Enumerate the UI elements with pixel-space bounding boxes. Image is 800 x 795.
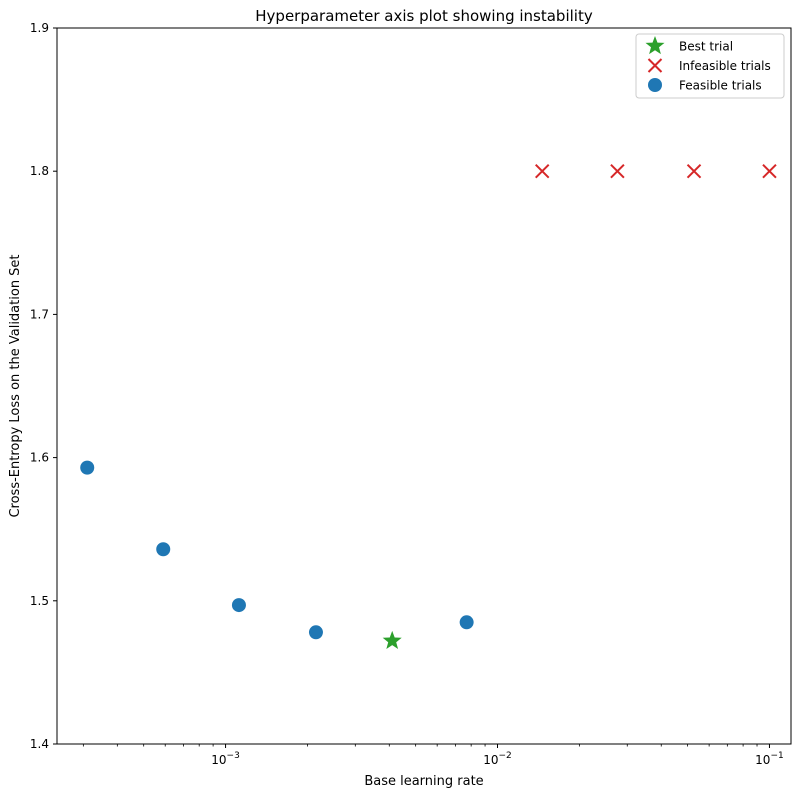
chart-title: Hyperparameter axis plot showing instabi… [255,7,593,25]
x-tick-label: 10−2 [483,751,512,767]
legend-feasible-trials-label: Feasible trials [679,79,762,93]
legend-infeasible-trials-label: Infeasible trials [679,59,771,73]
legend-box [635,33,785,99]
legend-best-trial-label: Best trial [679,40,733,54]
infeasible-trials-point [534,163,550,179]
y-tick-label: 1.6 [30,451,49,465]
legend-feasible-trials-marker [648,78,662,92]
y-tick-label: 1.4 [30,737,49,751]
y-tick-label: 1.7 [30,307,49,321]
y-axis-label: Cross-Entropy Loss on the Validation Set [8,254,23,517]
legend-infeasible-trials-marker [647,58,663,73]
infeasible-trials-point [686,163,702,179]
x-tick-label: 10−1 [755,751,784,767]
best-trial-point [382,630,402,649]
y-tick-label: 1.9 [30,21,49,35]
plot-marks [80,163,777,649]
feasible-trials-point [459,615,474,630]
legend: Best trial Infeasible trials Feasible tria… [635,33,785,99]
x-axis: 10−3 10−2 10−1 [82,744,784,767]
y-axis: 1.4 1.5 1.6 1.7 1.8 1.9 [30,21,57,751]
legend-best-trial-marker [645,36,665,55]
feasible-trials-point [156,542,171,557]
plot-frame [56,27,792,745]
x-axis-label: Base learning rate [364,774,483,789]
x-tick-label: 10−3 [211,751,240,767]
infeasible-trials-point [610,163,625,179]
feasible-trials-point [80,460,95,475]
y-tick-label: 1.5 [30,594,49,608]
infeasible-trials-point [762,163,777,179]
feasible-trials-point [308,625,323,640]
feasible-trials-point [231,598,246,613]
y-tick-label: 1.8 [30,164,49,178]
